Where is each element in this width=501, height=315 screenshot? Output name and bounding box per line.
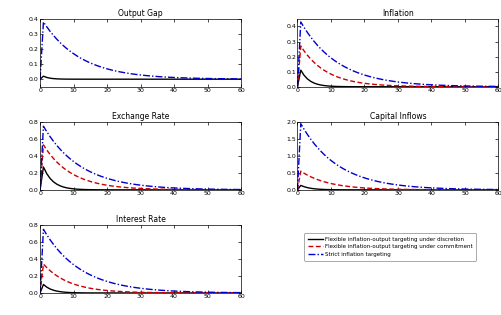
Title: Exchange Rate: Exchange Rate (112, 112, 169, 121)
Title: Output Gap: Output Gap (118, 9, 163, 18)
Legend: Flexible inflation-output targeting under discretion, Flexible inflation-output : Flexible inflation-output targeting unde… (304, 233, 476, 261)
Title: Inflation: Inflation (382, 9, 414, 18)
Title: Interest Rate: Interest Rate (116, 215, 165, 224)
Title: Capital Inflows: Capital Inflows (370, 112, 426, 121)
